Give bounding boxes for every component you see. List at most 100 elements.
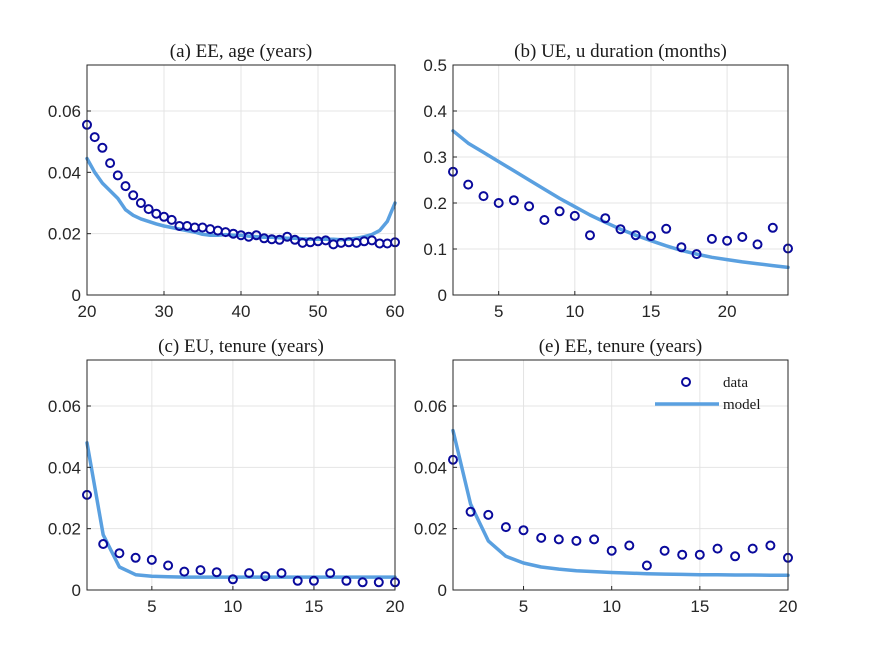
data-point [143,204,154,215]
data-point [554,206,565,217]
data-point [508,195,519,206]
data-point [646,231,656,242]
data-point [747,543,758,554]
data-point [357,577,368,588]
data-point [292,575,303,586]
data-point [500,522,511,533]
panel-title: (c) EU, tenure (years) [158,336,324,357]
data-point [89,132,100,143]
y-tick-label: 0.04 [48,458,81,477]
y-tick-label: 0.06 [48,102,81,121]
y-tick-label: 0.02 [48,225,81,244]
data-point [730,551,741,562]
panel-a: 20 30 40 50 60 0 0.02 0.04 0.06 (a) EE, age (year… [48,41,405,321]
data-point [373,577,384,588]
y-tick-label: 0.04 [414,458,447,477]
model-series-line [451,428,790,578]
data-point [676,242,687,253]
data-point [706,233,717,244]
data-point [518,525,529,536]
data-point [105,158,116,169]
axes-box [452,359,789,591]
x-tick-label: 15 [304,597,323,616]
data-point [600,213,611,224]
y-tick-label: 0.02 [414,520,447,539]
data-point [244,568,255,579]
legend: data model [655,375,761,413]
data-point [320,235,331,246]
y-tick-label: 0 [438,286,447,305]
data-point [211,567,222,578]
panel-b: 5 10 15 20 0 0.1 0.2 0.3 0.4 0.5 (b) UE, u duratio… [423,41,793,321]
data-point [624,540,635,551]
x-tick-label: 10 [223,597,242,616]
data-point [752,239,763,250]
data-point [308,575,319,586]
x-tick-label: 20 [718,302,737,321]
x-tick-label: 10 [565,302,584,321]
x-tick-label: 60 [386,302,405,321]
y-tick-label: 0.02 [48,520,81,539]
data-point [659,545,670,556]
plot-area [87,360,395,590]
data-point [130,552,141,563]
x-tick-label: 20 [779,597,798,616]
axes-box [86,359,396,591]
plot-area [453,65,788,295]
x-tick-label: 15 [641,302,660,321]
y-tick-label: 0.06 [48,397,81,416]
data-point [135,198,146,208]
data-point [112,170,123,181]
y-tick-label: 0 [72,581,81,600]
data-point [98,539,109,549]
panel-c: 5 10 15 20 0 0.02 0.04 0.06 (c) EU, tenure (year… [48,336,405,616]
data-point [737,232,748,242]
data-point [571,535,582,546]
data-point [524,201,535,212]
data-point [146,554,157,565]
panel-title: (a) EE, age (years) [170,41,312,62]
y-tick-label: 0.5 [423,56,447,75]
data-point [493,198,504,208]
data-point [553,534,564,545]
x-tick-label: 30 [155,302,174,321]
x-tick-label: 5 [147,597,156,616]
data-point [114,548,125,559]
data-point [722,235,733,246]
x-tick-label: 20 [386,597,405,616]
data-point [478,191,489,202]
data-point [536,532,547,543]
x-tick-label: 50 [309,302,328,321]
y-tick-label: 0.4 [423,102,447,121]
data-point [767,222,778,233]
y-tick-label: 0.3 [423,148,447,167]
panel-title: (e) EE, tenure (years) [539,336,703,357]
data-point [661,223,672,234]
plot-area [453,360,788,590]
data-point [691,249,702,260]
data-point [615,224,626,235]
data-point [341,575,352,586]
x-tick-label: 5 [519,597,528,616]
data-point [260,571,271,582]
legend-data-marker [681,377,691,387]
data-point [606,545,617,556]
data-point [465,506,476,517]
data-point [641,560,652,571]
data-point [677,549,688,560]
y-tick-label: 0 [72,286,81,305]
x-tick-label: 10 [602,597,621,616]
data-point [539,215,550,225]
x-tick-label: 20 [78,302,97,321]
panel-e: 5 10 15 20 0 0.02 0.04 0.06 (e) EE, tenure (year… [414,336,798,616]
data-point [765,540,776,551]
legend-data-label: data [723,375,748,391]
data-point [276,568,287,579]
data-point [569,210,580,221]
legend-model-label: model [723,397,761,413]
model-series-line [451,129,790,270]
y-tick-label: 0.04 [48,163,81,182]
data-point [128,190,139,201]
y-tick-label: 0.1 [423,240,447,259]
